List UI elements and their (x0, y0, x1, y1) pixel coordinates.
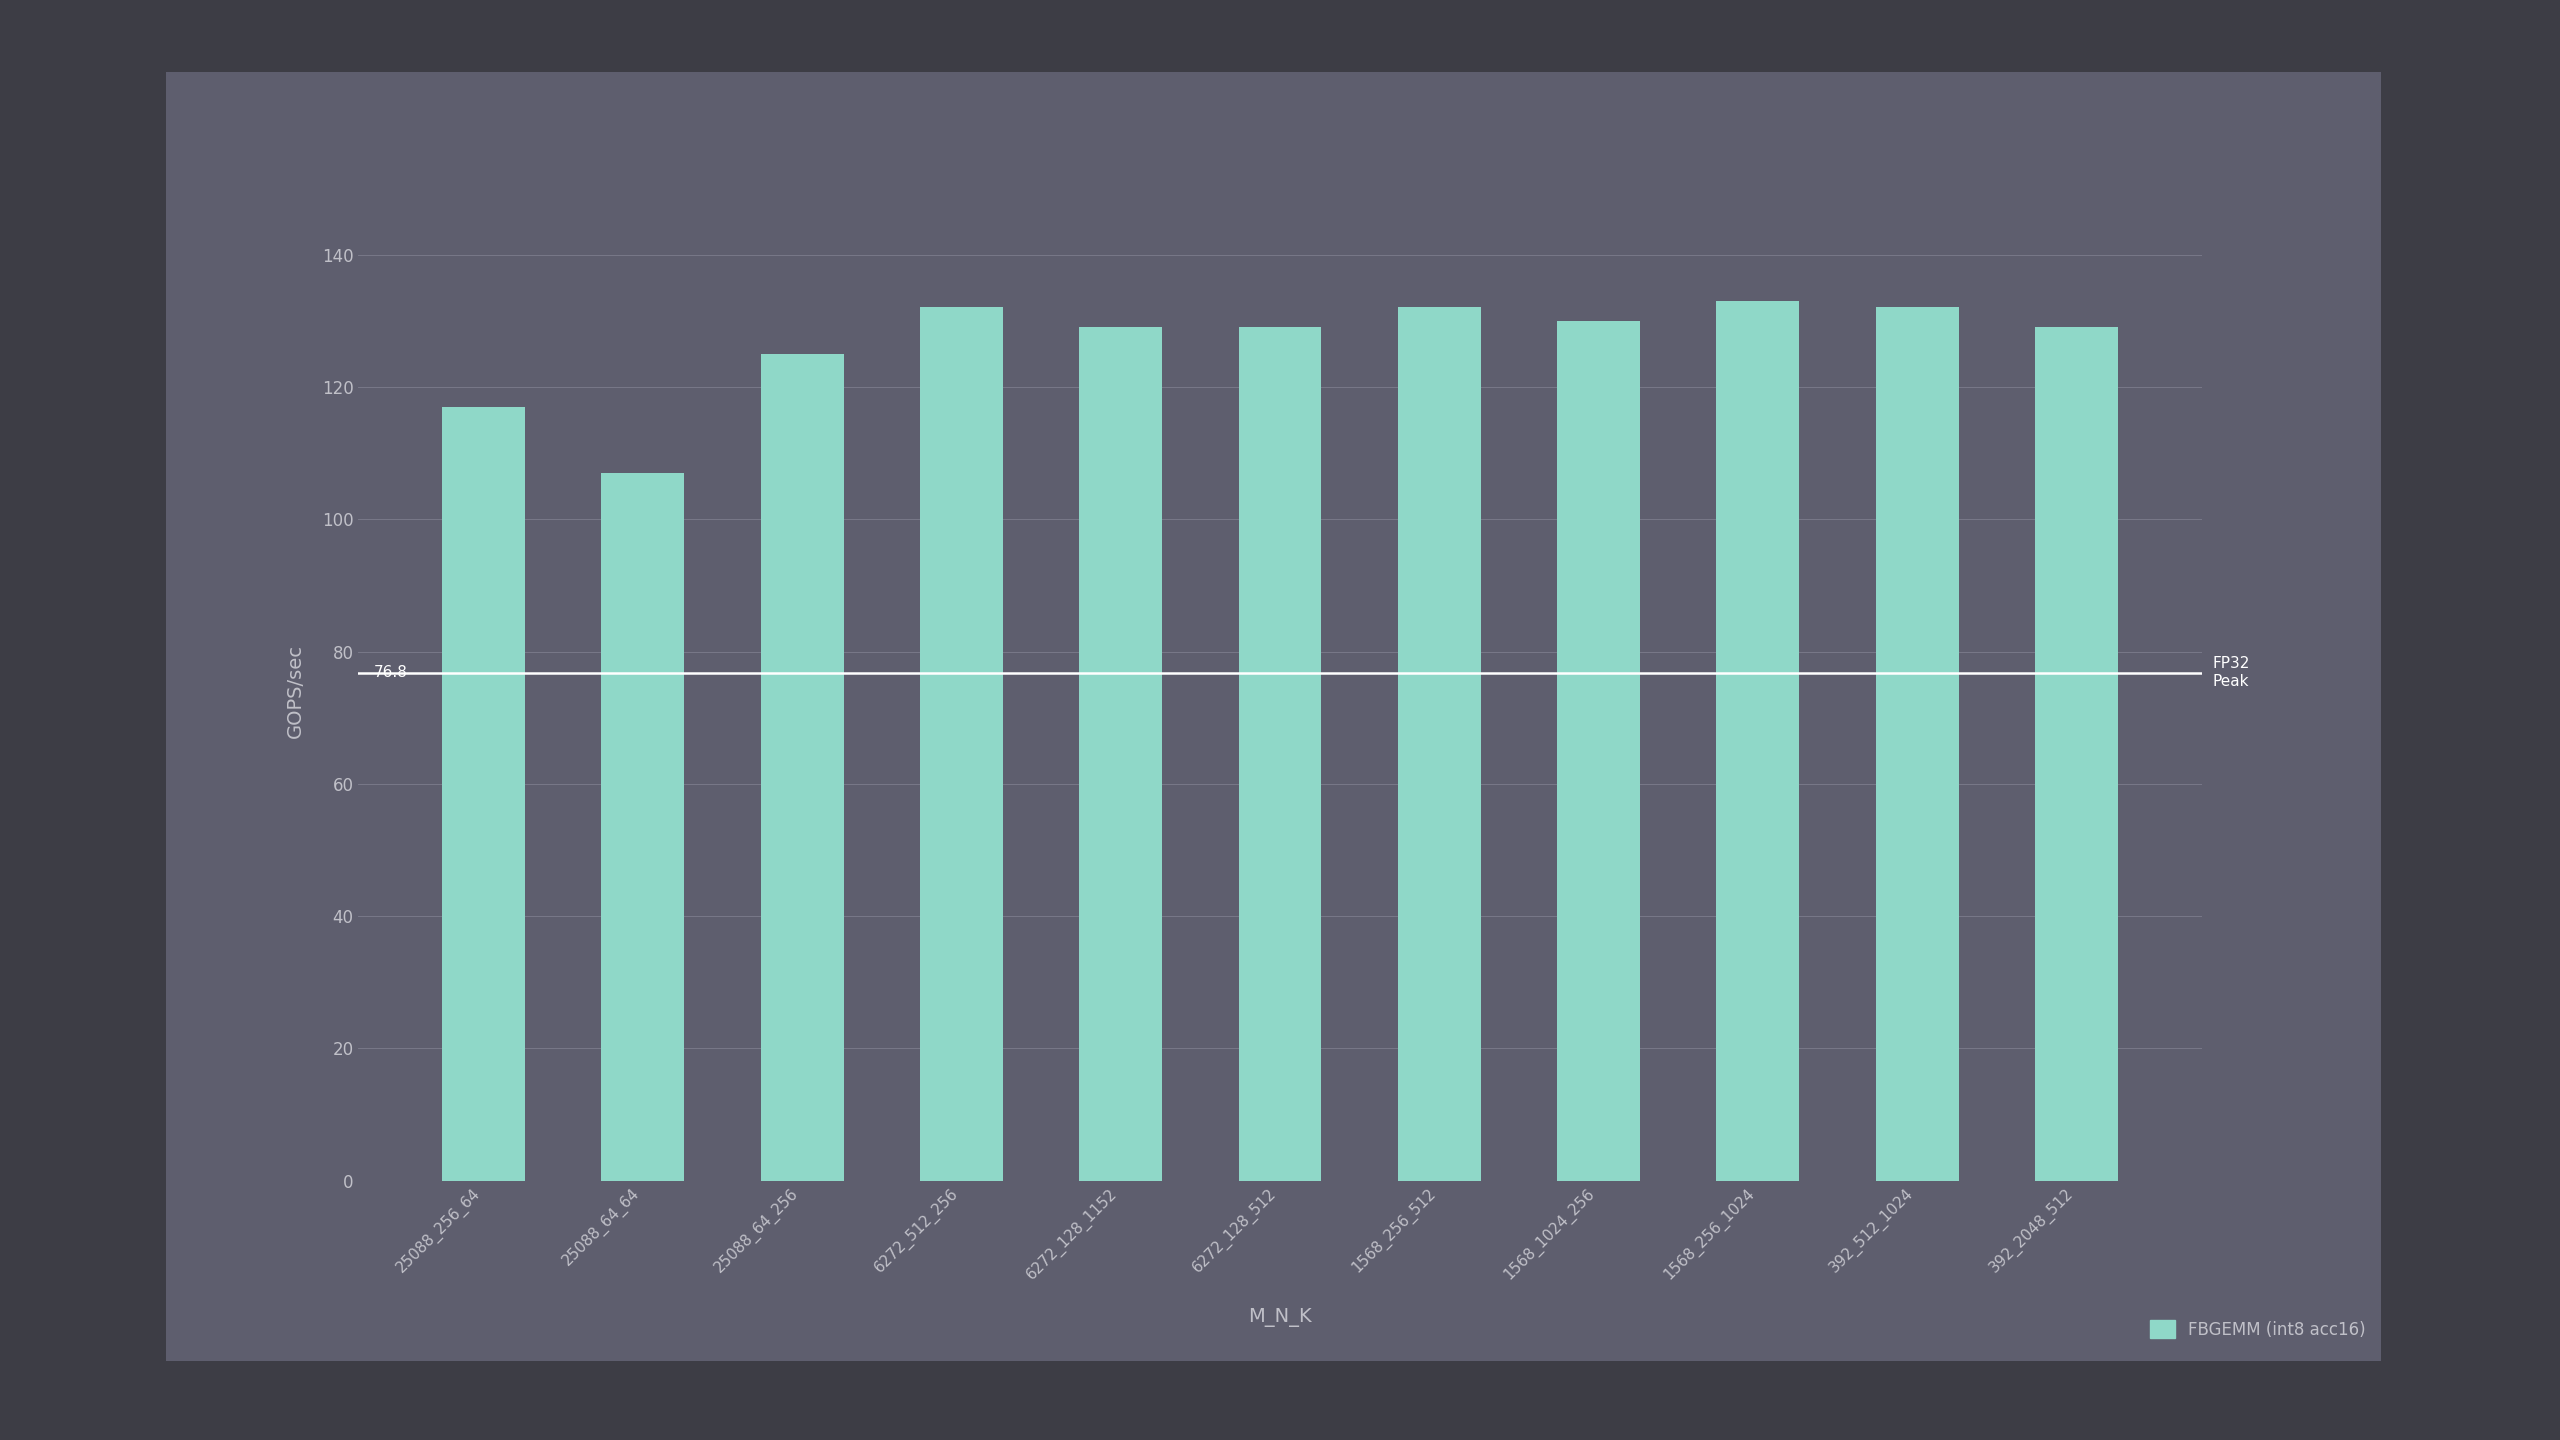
Bar (2035, 327, 2117, 1181)
Bar (919, 308, 1004, 1181)
FancyBboxPatch shape (123, 46, 2424, 1387)
Bar (1876, 308, 1958, 1181)
Bar (1239, 327, 1321, 1181)
Bar (1398, 308, 1480, 1181)
Bar (1556, 321, 1641, 1181)
Bar (602, 472, 684, 1181)
Bar (1715, 301, 1800, 1181)
Bar (443, 406, 525, 1181)
Text: 76.8: 76.8 (374, 665, 407, 680)
Text: FP32
Peak: FP32 Peak (2212, 657, 2250, 688)
Legend: FBGEMM (int8 acc16): FBGEMM (int8 acc16) (2143, 1313, 2373, 1345)
X-axis label: M_N_K: M_N_K (1249, 1308, 1311, 1326)
Bar (1080, 327, 1162, 1181)
Y-axis label: GOPS/sec: GOPS/sec (287, 644, 305, 739)
Bar (760, 354, 845, 1181)
